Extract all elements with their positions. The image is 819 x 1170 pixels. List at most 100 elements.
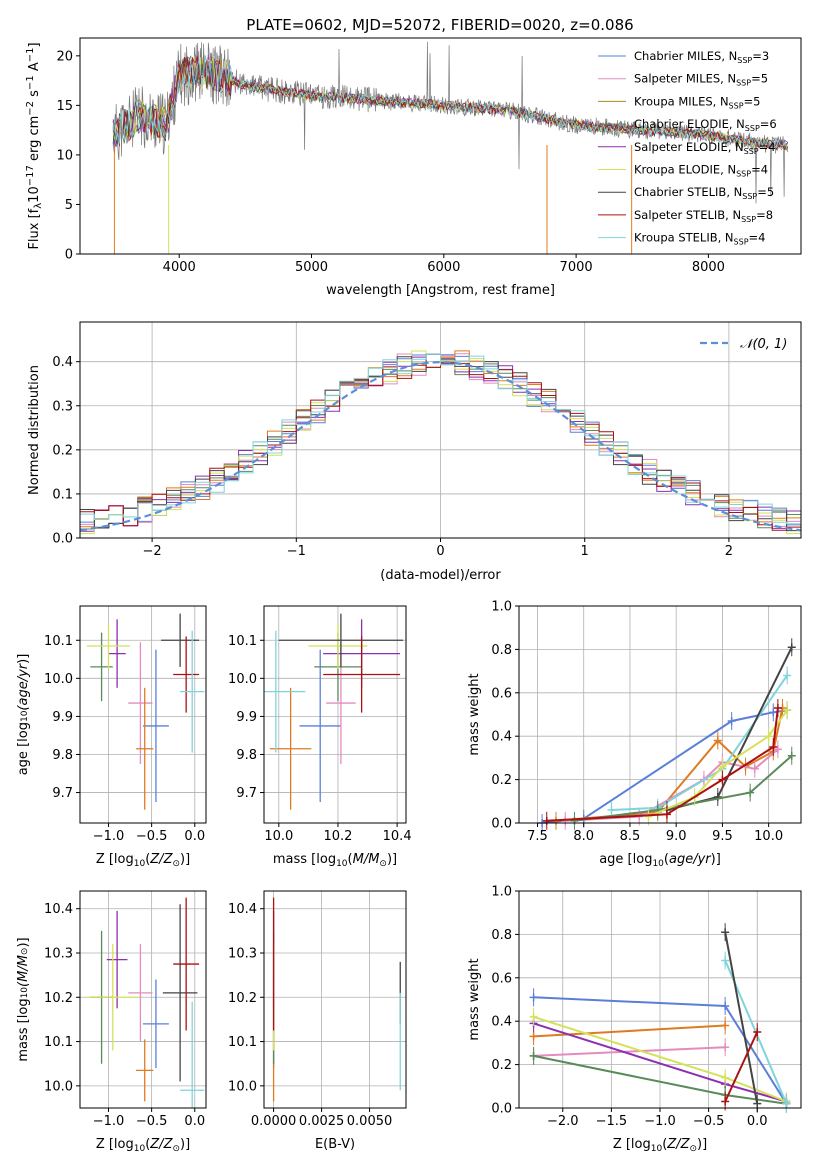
x-tick-label: −1 bbox=[287, 544, 306, 559]
y-axis-label: age [log10(age/yr)] bbox=[16, 654, 31, 776]
y-tick-label: 0 bbox=[65, 248, 73, 263]
y-tick-label: 9.8 bbox=[52, 748, 73, 763]
x-tick-label: 0.0 bbox=[747, 1114, 768, 1129]
x-tick-label: 5000 bbox=[295, 260, 328, 275]
x-tick-label: 10.0 bbox=[754, 829, 783, 844]
x-tick-label: −1.0 bbox=[93, 1114, 125, 1129]
x-tick-label: −1.0 bbox=[644, 1114, 676, 1129]
mass-vs-ebv-panel: 0.0000 0.0025 0.0050 10.0 10.1 10.2 10.3 10.4 E(… bbox=[228, 890, 407, 1152]
y-tick-label: 0.6 bbox=[491, 971, 512, 986]
y-tick-label: 10.0 bbox=[228, 1079, 257, 1094]
x-tick-label: 7000 bbox=[560, 260, 593, 275]
legend-entry: Chabrier ELODIE, NSSP=6 bbox=[634, 117, 777, 133]
model-spectrum-kroupa_stelib bbox=[112, 55, 789, 150]
x-tick-label: 0.0 bbox=[184, 1114, 205, 1129]
y-tick-label: 10.4 bbox=[44, 902, 73, 917]
y-tick-label: 0.3 bbox=[52, 399, 73, 414]
y-tick-label: 15 bbox=[56, 99, 73, 114]
x-axis-label: E(B-V) bbox=[315, 1137, 355, 1152]
y-tick-label: 0.6 bbox=[491, 686, 512, 701]
x-tick-label: 10.0 bbox=[264, 829, 293, 844]
y-tick-label: 1.0 bbox=[491, 885, 512, 900]
y-tick-label: 10.1 bbox=[228, 1035, 257, 1050]
y-tick-label: 1.0 bbox=[491, 600, 512, 615]
axes-frame bbox=[79, 605, 207, 824]
y-tick-label: 0.4 bbox=[491, 730, 512, 745]
axes-frame bbox=[263, 605, 407, 824]
legend-entry: 𝒩(0, 1) bbox=[740, 337, 787, 352]
y-tick-label: 10 bbox=[56, 148, 73, 163]
x-tick-label: 8000 bbox=[692, 260, 725, 275]
axes-frame bbox=[263, 890, 407, 1109]
legend-entry: Chabrier MILES, NSSP=3 bbox=[634, 49, 769, 65]
y-tick-label: 9.8 bbox=[236, 748, 257, 763]
x-tick-label: 0.0000 bbox=[251, 1114, 297, 1129]
y-tick-label: 10.0 bbox=[228, 672, 257, 687]
x-tick-label: −2 bbox=[143, 544, 162, 559]
y-tick-label: 9.7 bbox=[52, 786, 73, 801]
mass-weight-line bbox=[724, 1031, 759, 1102]
y-tick-label: 9.7 bbox=[236, 786, 257, 801]
y-axis-label: Flux [fλ10−17 erg cm−2 s−1 A−1] bbox=[25, 42, 44, 249]
legend-entry: Salpeter ELODIE, NSSP=4 bbox=[634, 140, 776, 156]
mass-weight-vs-age-panel: 7.5 8.0 8.5 9.0 9.5 10.0 0.0 0.2 0.4 0.6 0.8 1.0 mas… bbox=[467, 600, 802, 869]
x-tick-label: 9.0 bbox=[666, 829, 687, 844]
y-tick-label: 0.0 bbox=[52, 532, 73, 547]
legend-entry: Kroupa STELIB, NSSP=4 bbox=[634, 231, 765, 247]
x-axis-label: age [log10(age/yr)] bbox=[599, 852, 721, 869]
y-tick-label: 10.4 bbox=[228, 902, 257, 917]
residual-histogram-panel: −2 −1 0 1 2 0.0 0.1 0.2 0.3 0.4 (data-model)/error… bbox=[27, 321, 802, 583]
y-tick-label: 0.2 bbox=[52, 443, 73, 458]
y-tick-label: 10.3 bbox=[44, 947, 73, 962]
y-tick-label: 10.3 bbox=[228, 947, 257, 962]
mass-weight-line bbox=[555, 707, 784, 822]
legend-entry: Chabrier STELIB, NSSP=5 bbox=[634, 185, 774, 201]
x-tick-label: 2 bbox=[725, 544, 733, 559]
y-tick-label: 10.0 bbox=[44, 1079, 73, 1094]
model-spectrum-salpeter_stelib bbox=[112, 56, 789, 151]
normal-pdf-curve bbox=[80, 360, 801, 532]
x-tick-label: 6000 bbox=[427, 260, 460, 275]
age-vs-metallicity-panel: −1.0 −0.5 0.0 9.7 9.8 9.9 10.0 10.1 Z [log10(Z/Z… bbox=[16, 605, 207, 869]
x-tick-label: 9.5 bbox=[712, 829, 733, 844]
x-tick-label: 0.0 bbox=[184, 829, 205, 844]
x-axis-label: mass [log10(M/M⊙)] bbox=[273, 852, 397, 869]
mass-weight-line bbox=[574, 754, 793, 822]
spectrum-panel: 4000 5000 6000 7000 8000 0 5 10 15 20 wavelength [… bbox=[25, 37, 802, 298]
x-tick-label: 0.0025 bbox=[299, 1114, 345, 1129]
mass-weight-vs-metallicity-panel: −2.0 −1.5 −1.0 −0.5 0.0 0.0 0.2 0.4 0.6 0.8 1.0 mas… bbox=[467, 885, 802, 1154]
x-tick-label: −0.5 bbox=[693, 1114, 725, 1129]
x-tick-label: 0 bbox=[436, 544, 444, 559]
mass-weight-line bbox=[533, 1046, 726, 1057]
x-axis-label: Z [log10(Z/Z⊙)] bbox=[96, 852, 190, 869]
mass-weight-line bbox=[533, 1024, 726, 1038]
x-tick-label: 4000 bbox=[163, 260, 196, 275]
y-axis-label: mass weight bbox=[467, 673, 482, 755]
y-tick-label: 0.8 bbox=[491, 643, 512, 658]
mass-vs-metallicity-panel: −1.0 −0.5 0.0 10.0 10.1 10.2 10.3 10.4 Z [log10(… bbox=[16, 890, 207, 1154]
axes-frame bbox=[79, 37, 802, 255]
x-tick-label: 7.5 bbox=[527, 829, 548, 844]
y-tick-label: 0.0 bbox=[491, 1102, 512, 1117]
legend-entry: Kroupa ELODIE, NSSP=4 bbox=[634, 163, 768, 179]
x-tick-label: 0.0050 bbox=[347, 1114, 393, 1129]
x-axis-label: (data-model)/error bbox=[380, 568, 501, 583]
age-vs-mass-panel: 10.0 10.2 10.4 9.7 9.8 9.9 10.0 10.1 mass [log10… bbox=[228, 605, 412, 869]
y-tick-label: 0.0 bbox=[491, 817, 512, 832]
y-axis-label: mass [log10(M/M⊙)] bbox=[16, 937, 31, 1061]
y-tick-label: 0.2 bbox=[491, 773, 512, 788]
y-tick-label: 0.1 bbox=[52, 487, 73, 502]
x-tick-label: −0.5 bbox=[136, 829, 168, 844]
x-tick-label: −0.5 bbox=[136, 1114, 168, 1129]
axes-frame bbox=[518, 605, 802, 824]
legend-entry: Salpeter STELIB, NSSP=8 bbox=[634, 208, 773, 224]
y-axis-label: Normed distribution bbox=[27, 365, 42, 495]
axes-frame bbox=[79, 890, 207, 1109]
y-tick-label: 0.8 bbox=[491, 928, 512, 943]
x-axis-label: Z [log10(Z/Z⊙)] bbox=[613, 1137, 707, 1154]
y-tick-label: 10.1 bbox=[44, 634, 73, 649]
x-tick-label: 10.2 bbox=[323, 829, 352, 844]
legend-entry: Kroupa MILES, NSSP=5 bbox=[634, 94, 760, 110]
x-tick-label: 1 bbox=[581, 544, 589, 559]
